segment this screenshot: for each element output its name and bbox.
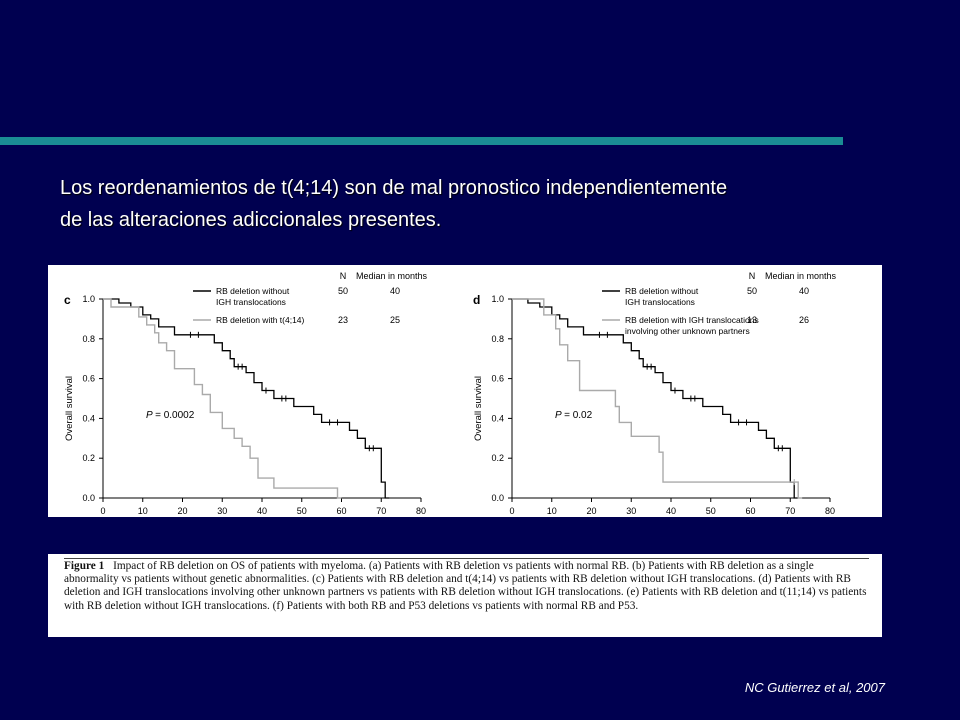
chart-c-legend-label-1: RB deletion without [216, 286, 290, 296]
chart-d-p-value: P = 0.02 [555, 410, 593, 421]
chart-d-x-tick-label: 80 [825, 506, 835, 516]
citation: NC Gutierrez et al, 2007 [744, 680, 885, 695]
chart-c-x-tick-label: 20 [177, 506, 187, 516]
chart-d-x-tick-label: 70 [785, 506, 795, 516]
chart-c-legend-median-2: 25 [390, 315, 400, 325]
chart-c-x-tick-label: 0 [100, 506, 105, 516]
chart-d-y-axis-title: Overall survival [473, 376, 484, 441]
chart-c-x-tick-label: 30 [217, 506, 227, 516]
chart-d-legend-header-median: Median in months [765, 271, 837, 281]
chart-c-y-tick-label: 0.8 [82, 334, 95, 344]
chart-c-legend-label-1: IGH translocations [216, 297, 286, 307]
figure-caption-panel: Figure 1 Impact of RB deletion on OS of … [48, 554, 882, 637]
chart-c-y-axis-title: Overall survival [64, 376, 75, 441]
km-chart-c: c010203040506070800.00.20.40.60.81.0Mont… [64, 271, 428, 516]
slide-title: Los reordenamientos de t(4;14) son de ma… [60, 172, 900, 236]
chart-d-x-tick-label: 50 [706, 506, 716, 516]
slide-title-line-1: Los reordenamientos de t(4;14) son de ma… [60, 177, 728, 199]
chart-c-x-tick-label: 70 [376, 506, 386, 516]
chart-d-y-tick-label: 0.4 [491, 413, 504, 423]
chart-d-y-tick-label: 1.0 [491, 294, 504, 304]
chart-d-legend-label-2: RB deletion with IGH translocations [625, 315, 759, 325]
chart-c-x-tick-label: 50 [297, 506, 307, 516]
chart-d-x-tick-label: 60 [745, 506, 755, 516]
chart-c-legend-label-2: RB deletion with t(4;14) [216, 315, 305, 325]
chart-c-x-tick-label: 40 [257, 506, 267, 516]
chart-d-legend-n-2: 13 [747, 315, 757, 325]
chart-c-x-tick-label: 80 [416, 506, 426, 516]
chart-d-series-line-2 [512, 298, 803, 499]
chart-d-legend-label-1: RB deletion without [625, 286, 699, 296]
chart-c-y-tick-label: 1.0 [82, 294, 95, 304]
chart-d-legend-median-1: 40 [799, 286, 809, 296]
chart-c-series-line-1 [103, 298, 390, 499]
chart-d-x-tick-label: 20 [586, 506, 596, 516]
chart-c-panel-label: c [64, 293, 71, 307]
chart-d-x-tick-label: 40 [666, 506, 676, 516]
chart-c-x-tick-label: 60 [336, 506, 346, 516]
slide-title-line-2: de las alteraciones adiccionales present… [60, 209, 442, 231]
chart-c-legend-header-n: N [340, 271, 347, 281]
chart-c-x-tick-label: 10 [138, 506, 148, 516]
chart-d-x-tick-label: 30 [626, 506, 636, 516]
figure-panel: c010203040506070800.00.20.40.60.81.0Mont… [48, 265, 882, 517]
chart-c-legend-n-2: 23 [338, 315, 348, 325]
chart-c-y-tick-label: 0.6 [82, 374, 95, 384]
chart-d-x-tick-label: 10 [547, 506, 557, 516]
chart-d-y-tick-label: 0.6 [491, 374, 504, 384]
accent-bar [0, 137, 843, 145]
chart-c-y-tick-label: 0.0 [82, 493, 95, 503]
chart-c-y-tick-label: 0.2 [82, 453, 95, 463]
chart-d-legend-label-2: involving other unknown partners [625, 326, 750, 336]
chart-d-x-tick-label: 0 [509, 506, 514, 516]
figure-caption: Figure 1 Impact of RB deletion on OS of … [64, 560, 868, 613]
chart-d-y-tick-label: 0.0 [491, 493, 504, 503]
chart-d-y-tick-label: 0.8 [491, 334, 504, 344]
caption-text: Impact of RB deletion on OS of patients … [64, 560, 867, 612]
chart-d-legend-median-2: 26 [799, 315, 809, 325]
chart-d-y-tick-label: 0.2 [491, 453, 504, 463]
caption-label: Figure 1 [64, 560, 105, 572]
chart-c-legend-median-1: 40 [390, 286, 400, 296]
chart-c-series-line-2 [103, 298, 342, 499]
chart-c-legend-header-median: Median in months [356, 271, 428, 281]
chart-c-y-tick-label: 0.4 [82, 413, 95, 423]
chart-c-legend-n-1: 50 [338, 286, 348, 296]
chart-d-legend-header-n: N [749, 271, 756, 281]
chart-c-p-value: P = 0.0002 [146, 410, 195, 421]
caption-top-rule [64, 558, 869, 559]
chart-d-legend-n-1: 50 [747, 286, 757, 296]
chart-d-series-line-1 [512, 298, 799, 499]
chart-d-legend-label-1: IGH translocations [625, 297, 695, 307]
chart-d-panel-label: d [473, 293, 480, 307]
km-chart-d: d010203040506070800.00.20.40.60.81.0Mont… [473, 271, 837, 516]
